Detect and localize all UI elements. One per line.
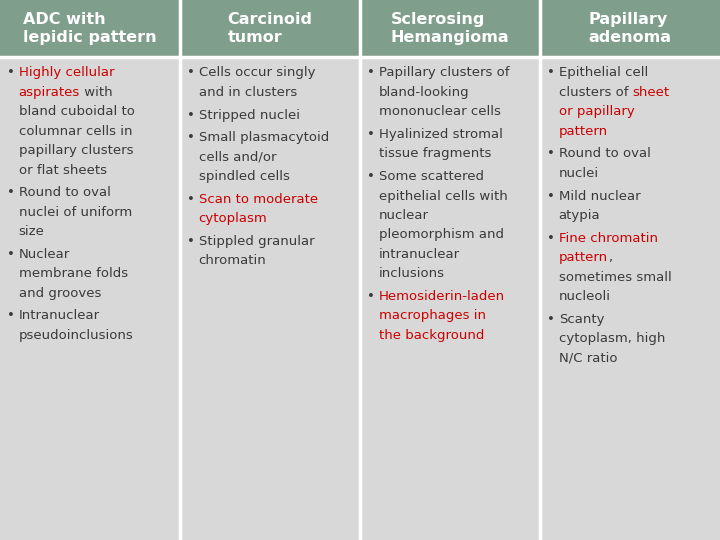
Text: intranuclear: intranuclear [379, 248, 460, 261]
Bar [180, 0, 360, 57]
Text: bland-looking: bland-looking [379, 86, 469, 99]
Text: nuclei: nuclei [559, 167, 599, 180]
Text: ADC with
lepidic pattern: ADC with lepidic pattern [23, 12, 157, 45]
Text: aspirates: aspirates [19, 86, 80, 99]
Text: Nuclear: Nuclear [19, 248, 70, 261]
Text: Papillary clusters of: Papillary clusters of [379, 66, 509, 79]
Text: Scanty: Scanty [559, 313, 604, 326]
Text: Intranuclear: Intranuclear [19, 309, 100, 322]
Text: spindled cells: spindled cells [199, 170, 289, 183]
Text: sheet: sheet [632, 86, 670, 99]
Text: pattern: pattern [559, 125, 608, 138]
Text: •: • [547, 66, 555, 79]
Text: •: • [187, 131, 195, 144]
Bar [0, 57, 720, 540]
Text: or papillary: or papillary [559, 105, 634, 118]
Text: papillary clusters: papillary clusters [19, 144, 133, 157]
Text: the background: the background [379, 329, 484, 342]
Text: •: • [547, 313, 555, 326]
Text: •: • [187, 66, 195, 79]
Text: N/C ratio: N/C ratio [559, 352, 617, 365]
Text: with: with [80, 86, 112, 99]
Text: size: size [19, 225, 45, 238]
Text: •: • [7, 248, 15, 261]
Text: cells and/or: cells and/or [199, 151, 276, 164]
Text: •: • [367, 66, 375, 79]
Text: •: • [7, 309, 15, 322]
Text: nuclear: nuclear [379, 209, 428, 222]
Text: Scan to moderate: Scan to moderate [199, 193, 318, 206]
Text: Cells occur singly: Cells occur singly [199, 66, 315, 79]
Text: Hemosiderin-laden: Hemosiderin-laden [379, 290, 505, 303]
Text: Papillary
adenoma: Papillary adenoma [588, 12, 672, 45]
Bar [0, 0, 180, 57]
Text: •: • [367, 290, 375, 303]
Text: bland cuboidal to: bland cuboidal to [19, 105, 135, 118]
Text: macrophages in: macrophages in [379, 309, 486, 322]
Text: •: • [187, 193, 195, 206]
Text: nucleoli: nucleoli [559, 290, 611, 303]
Text: pattern: pattern [559, 251, 608, 264]
Text: •: • [187, 235, 195, 248]
Text: •: • [7, 66, 15, 79]
Text: pseudoinclusions: pseudoinclusions [19, 329, 133, 342]
Text: Mild nuclear: Mild nuclear [559, 190, 640, 202]
Text: Stripped nuclei: Stripped nuclei [199, 109, 300, 122]
Text: Highly cellular: Highly cellular [19, 66, 114, 79]
Text: Some scattered: Some scattered [379, 170, 484, 183]
Text: columnar cells in: columnar cells in [19, 125, 132, 138]
Bar [360, 0, 540, 57]
Text: and grooves: and grooves [19, 287, 101, 300]
Text: Hyalinized stromal: Hyalinized stromal [379, 128, 503, 141]
Text: •: • [547, 232, 555, 245]
Text: •: • [367, 170, 375, 183]
Text: sometimes small: sometimes small [559, 271, 672, 284]
Text: Round to oval: Round to oval [19, 186, 111, 199]
Text: mononuclear cells: mononuclear cells [379, 105, 500, 118]
Text: nuclei of uniform: nuclei of uniform [19, 206, 132, 219]
Text: cytoplasm, high: cytoplasm, high [559, 332, 665, 345]
Text: atypia: atypia [559, 209, 600, 222]
Text: Fine chromatin: Fine chromatin [559, 232, 658, 245]
Text: •: • [187, 109, 195, 122]
Text: Round to oval: Round to oval [559, 147, 651, 160]
Text: Sclerosing
Hemangioma: Sclerosing Hemangioma [391, 12, 509, 45]
Text: Carcinoid
tumor: Carcinoid tumor [228, 12, 312, 45]
Text: tissue fragments: tissue fragments [379, 147, 491, 160]
Text: Small plasmacytoid: Small plasmacytoid [199, 131, 329, 144]
Text: •: • [547, 190, 555, 202]
Bar [540, 0, 720, 57]
Text: •: • [547, 147, 555, 160]
Text: Epithelial cell: Epithelial cell [559, 66, 648, 79]
Text: •: • [7, 186, 15, 199]
Text: membrane folds: membrane folds [19, 267, 128, 280]
Text: epithelial cells with: epithelial cells with [379, 190, 508, 202]
Text: clusters of: clusters of [559, 86, 632, 99]
Text: and in clusters: and in clusters [199, 86, 297, 99]
Text: inclusions: inclusions [379, 267, 445, 280]
Text: or flat sheets: or flat sheets [19, 164, 107, 177]
Text: Stippled granular: Stippled granular [199, 235, 315, 248]
Text: cytoplasm: cytoplasm [199, 212, 267, 225]
Text: chromatin: chromatin [199, 254, 266, 267]
Text: •: • [367, 128, 375, 141]
Text: ,: , [608, 251, 612, 264]
Text: pleomorphism and: pleomorphism and [379, 228, 504, 241]
